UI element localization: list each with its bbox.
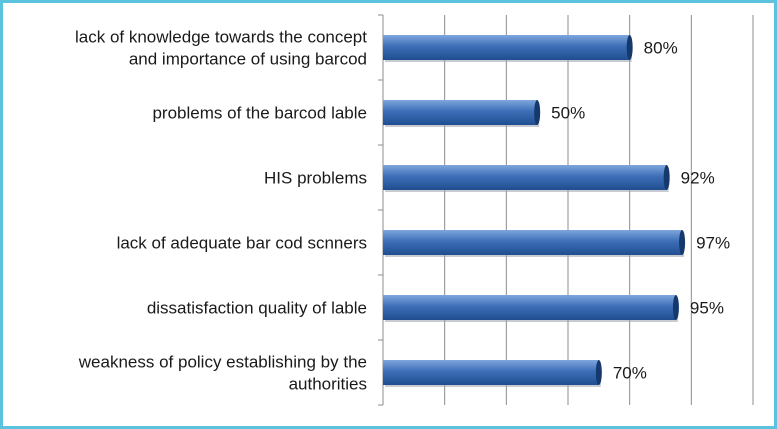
- category-axis: [378, 14, 384, 406]
- bar-end-cap: [663, 165, 670, 190]
- category-label: weakness of policy establishing by the: [78, 353, 367, 372]
- bar: [383, 165, 667, 190]
- bar: [383, 295, 676, 320]
- bar: [383, 100, 538, 125]
- category-label: authorities: [289, 375, 367, 394]
- data-labels: 80% 50% 92% 97% 95% 70%: [551, 39, 730, 383]
- bar-end-cap: [534, 100, 541, 125]
- bars: [383, 35, 686, 387]
- bar: [383, 360, 599, 385]
- gridlines: [444, 15, 754, 405]
- bar: [383, 230, 683, 255]
- category-label: HIS problems: [264, 169, 367, 188]
- value-label: 95%: [690, 299, 724, 318]
- category-label: dissatisfaction quality of lable: [147, 299, 367, 318]
- category-label: lack of adequate bar cod scnners: [117, 234, 367, 253]
- value-label: 50%: [551, 104, 585, 123]
- bar-end-cap: [626, 35, 633, 60]
- category-label: problems of the barcod lable: [152, 104, 367, 123]
- value-label: 70%: [613, 364, 647, 383]
- value-label: 92%: [681, 169, 715, 188]
- category-label: and importance of using barcod: [129, 50, 367, 69]
- bar-chart: lack of knowledge towards the concept and…: [75, 14, 754, 406]
- value-label: 97%: [696, 234, 730, 253]
- bar-end-cap: [679, 230, 686, 255]
- category-labels: lack of knowledge towards the concept and…: [75, 28, 367, 394]
- value-label: 80%: [644, 39, 678, 58]
- bar-end-cap: [672, 295, 679, 320]
- bar: [383, 35, 630, 60]
- bar-end-cap: [595, 360, 602, 385]
- category-label: lack of knowledge towards the concept: [75, 28, 367, 47]
